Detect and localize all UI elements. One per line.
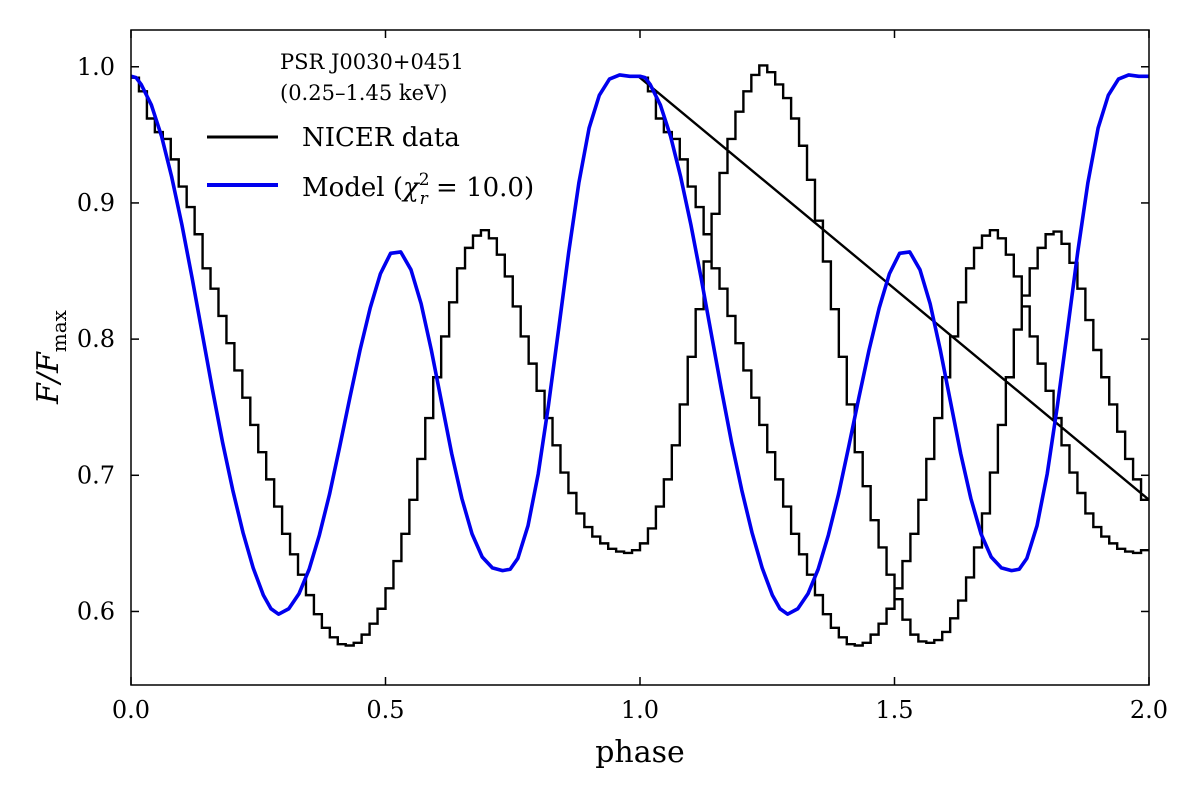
x-tick-label: 2.0 bbox=[1130, 696, 1168, 724]
x-tick-label: 1.5 bbox=[875, 696, 913, 724]
legend-model-suffix: = 10.0) bbox=[428, 173, 534, 203]
x-tick-label: 0.5 bbox=[366, 696, 404, 724]
legend-label-nicer-data: NICER data bbox=[302, 123, 460, 153]
x-axis-label: phase bbox=[595, 735, 685, 770]
legend-model-chi: χ bbox=[401, 173, 421, 203]
legend-model-prefix: Model ( bbox=[302, 173, 403, 203]
y-tick-label: 1.0 bbox=[77, 53, 115, 81]
y-tick-label: 0.7 bbox=[77, 461, 115, 489]
y-axis-label-group: F/Fmax bbox=[31, 309, 71, 405]
y-tick-label: 0.6 bbox=[77, 597, 115, 625]
y-tick-label: 0.8 bbox=[77, 325, 115, 353]
legend-title: PSR J0030+0451 bbox=[280, 50, 464, 74]
y-tick-label: 0.9 bbox=[77, 189, 115, 217]
plot-frame bbox=[130, 29, 1150, 686]
legend-subtitle: (0.25–1.45 keV) bbox=[280, 81, 447, 105]
series-model bbox=[131, 73, 1149, 616]
axis-ticks: 0.0 0.5 1.0 1.5 2.0 0.6 0.7 0.8 0.9 1.0 bbox=[77, 30, 1168, 724]
plot-series-layer bbox=[131, 64, 1149, 647]
legend-model-sub: r bbox=[420, 189, 429, 209]
legend-label-model: Model (χ2 r = 10.0) bbox=[302, 170, 534, 209]
x-tick-label: 1.0 bbox=[621, 696, 659, 724]
series-nicer-data bbox=[131, 64, 1149, 647]
legend: NICER data Model (χ2 r = 10.0) bbox=[207, 123, 534, 209]
y-axis-label-subscript: max bbox=[47, 309, 71, 352]
y-axis-label-main: F/F bbox=[31, 351, 66, 405]
y-axis-label: F/Fmax bbox=[31, 309, 71, 405]
x-tick-label: 0.0 bbox=[112, 696, 150, 724]
legend-model-sup: 2 bbox=[419, 170, 430, 190]
